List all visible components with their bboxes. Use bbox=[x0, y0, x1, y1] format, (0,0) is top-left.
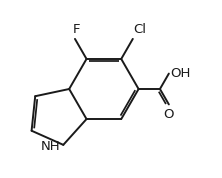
Text: NH: NH bbox=[40, 140, 60, 153]
Text: F: F bbox=[73, 23, 81, 36]
Text: Cl: Cl bbox=[134, 23, 147, 36]
Text: O: O bbox=[164, 108, 174, 121]
Text: OH: OH bbox=[171, 67, 191, 80]
